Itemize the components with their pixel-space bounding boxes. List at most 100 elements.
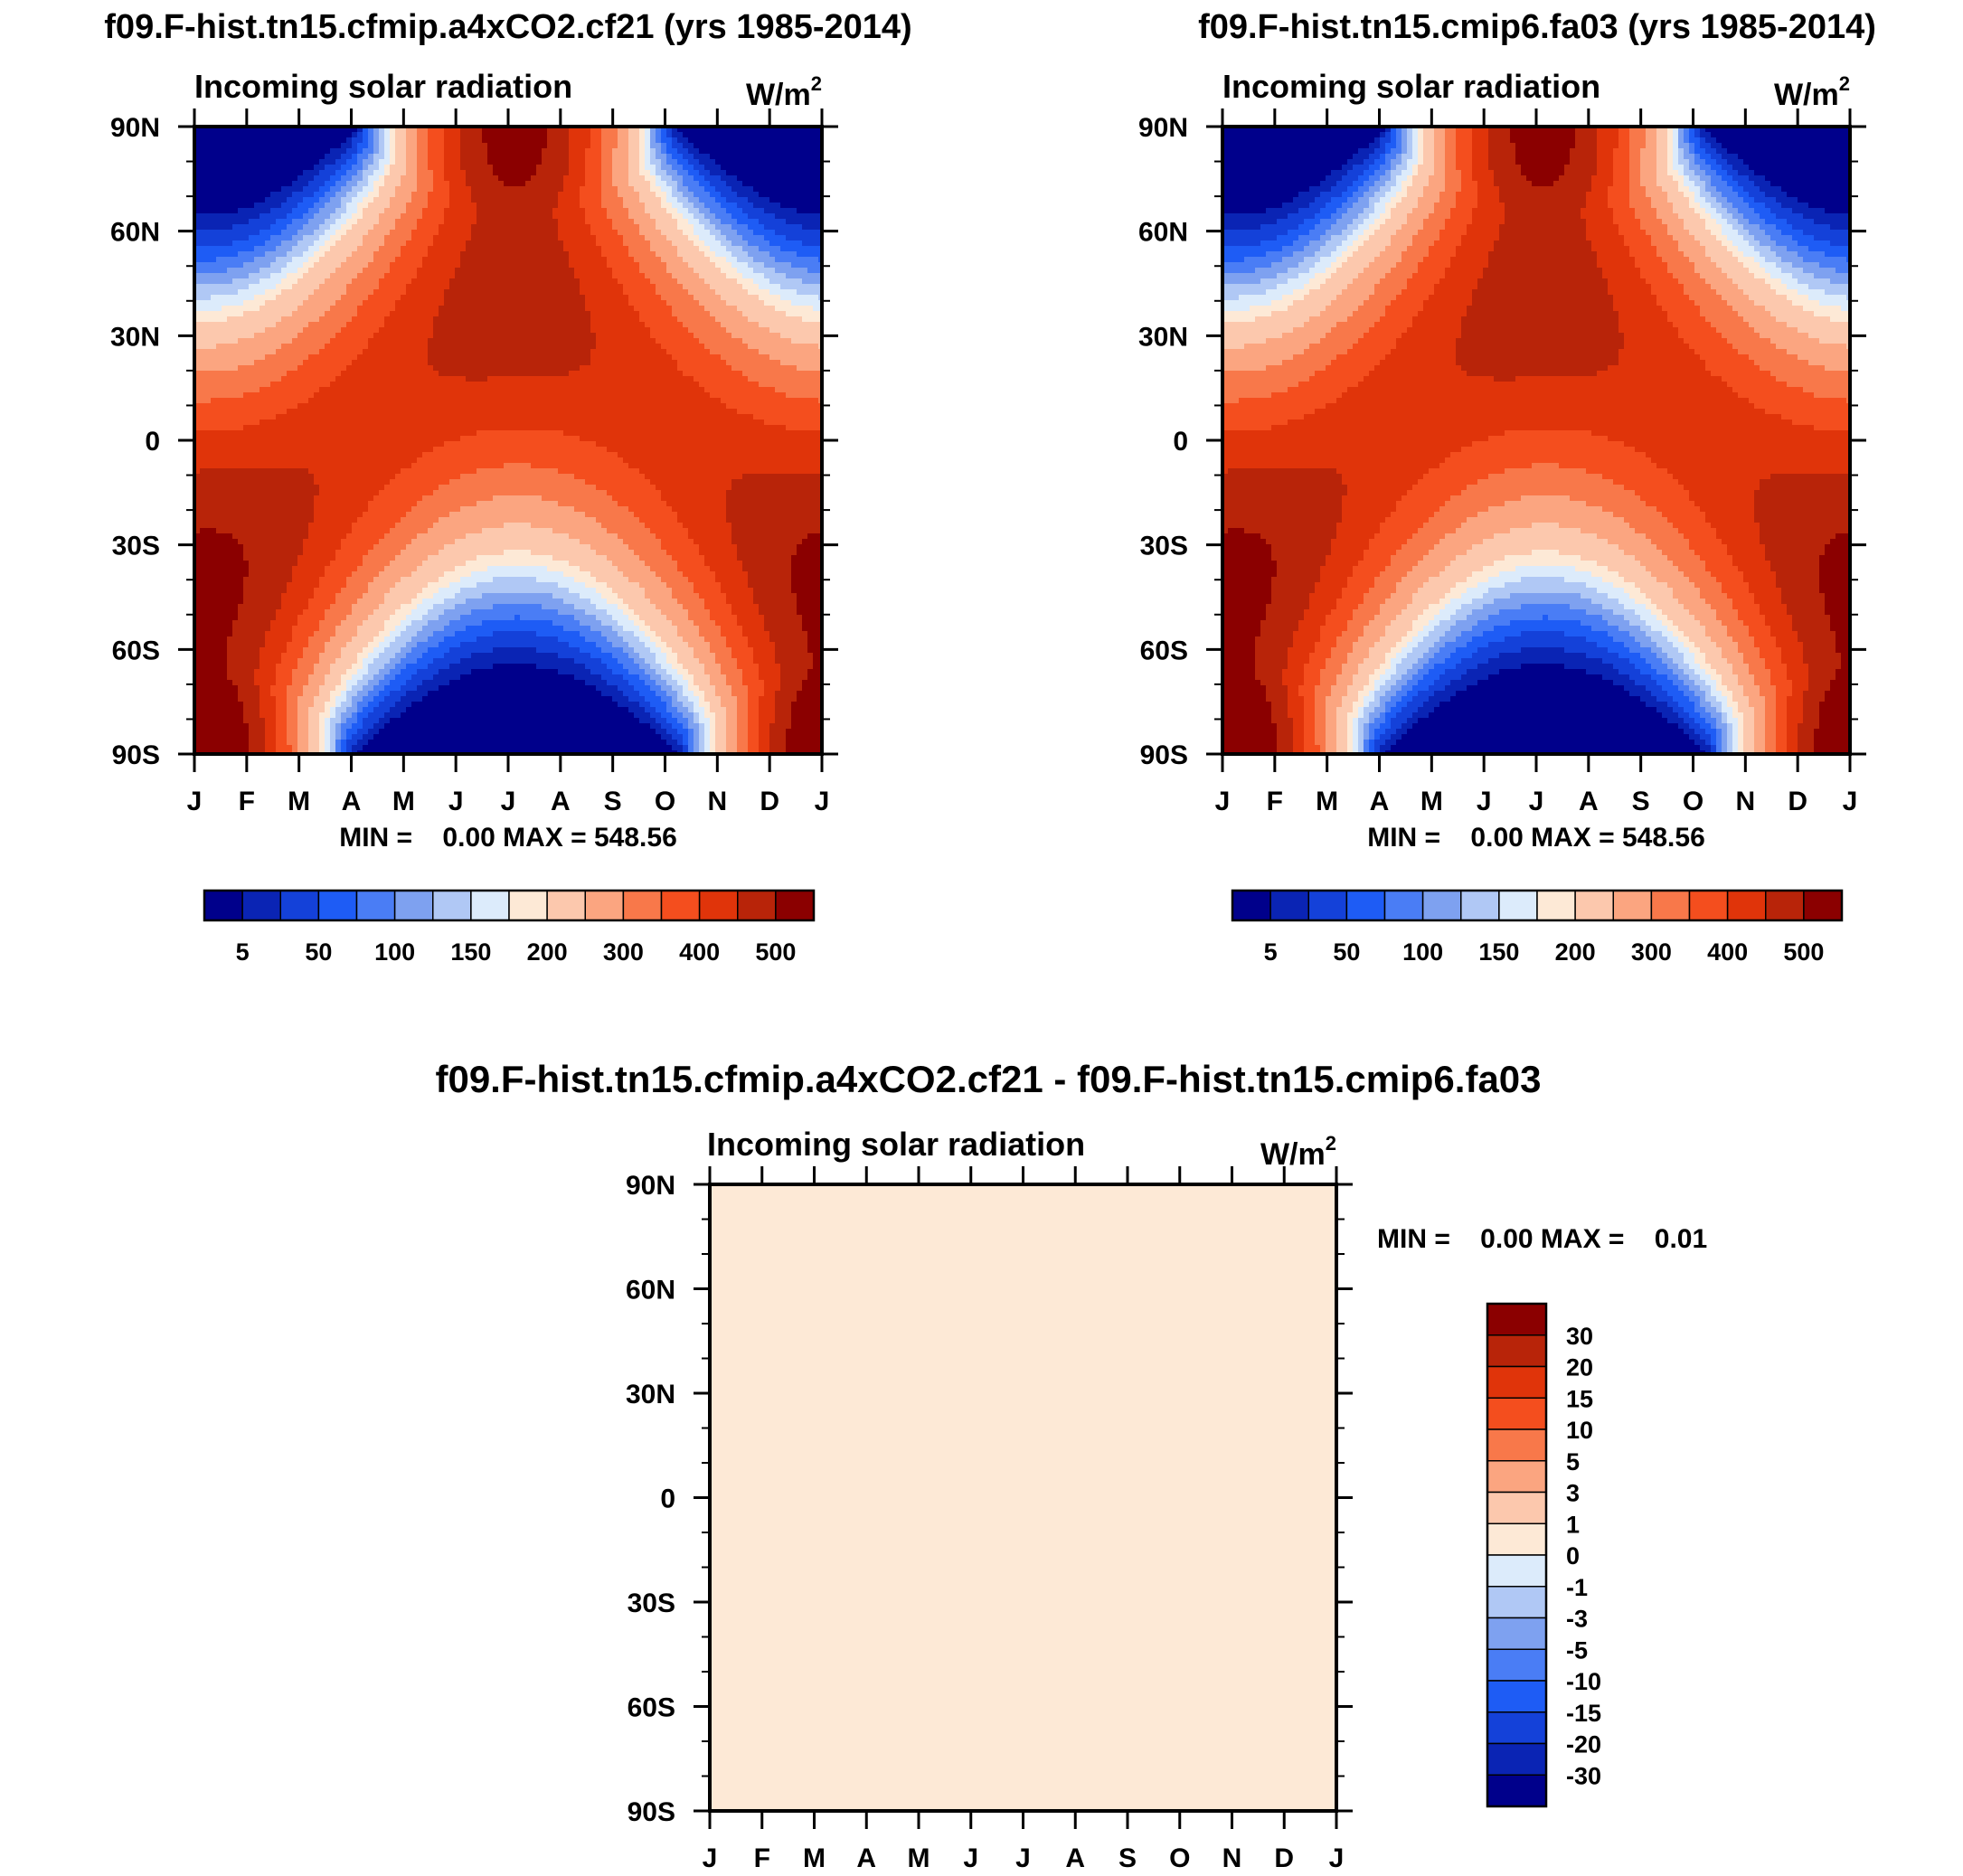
contour-cell <box>205 143 212 149</box>
contour-cell <box>276 588 282 594</box>
contour-cell <box>243 159 250 165</box>
contour-cell <box>411 631 418 637</box>
contour-cell <box>422 593 429 599</box>
contour-cell <box>243 273 250 279</box>
contour-cell <box>211 273 217 279</box>
contour-cell <box>303 539 309 545</box>
contour-cell <box>357 306 363 312</box>
contour-cell <box>254 170 260 176</box>
contour-cell <box>211 723 217 730</box>
contour-cell <box>373 631 380 637</box>
contour-cell <box>379 707 385 713</box>
contour-cell <box>314 137 320 144</box>
contour-cell <box>325 376 331 382</box>
contour-cell <box>216 354 222 361</box>
contour-cell <box>222 495 228 502</box>
contour-cell <box>308 457 315 464</box>
contour-cell <box>406 257 412 263</box>
contour-cell <box>243 403 250 410</box>
contour-cell <box>422 674 429 681</box>
contour-cell <box>417 425 423 431</box>
contour-cell <box>292 620 298 627</box>
contour-cell <box>406 425 412 431</box>
contour-cell <box>422 382 429 388</box>
contour-cell <box>227 685 233 692</box>
contour-cell <box>249 599 255 605</box>
contour-cell <box>417 262 423 269</box>
contour-cell <box>194 235 201 241</box>
contour-cell <box>314 723 320 730</box>
contour-cell <box>297 159 304 165</box>
contour-cell <box>363 517 369 523</box>
contour-cell <box>401 268 407 274</box>
contour-cell <box>346 349 353 355</box>
contour-cell <box>303 729 309 735</box>
contour-cell <box>211 235 217 241</box>
contour-cell <box>422 268 429 274</box>
contour-cell <box>379 425 385 431</box>
contour-cell <box>249 707 255 713</box>
contour-cell <box>243 338 250 344</box>
contour-cell <box>422 398 429 404</box>
contour-cell <box>357 322 363 328</box>
contour-cell <box>319 273 326 279</box>
contour-cell <box>346 517 353 523</box>
contour-cell <box>227 284 233 290</box>
contour-cell <box>205 268 212 274</box>
contour-cell <box>265 338 271 344</box>
contour-cell <box>395 246 401 252</box>
contour-cell <box>287 626 293 632</box>
contour-cell <box>194 387 201 393</box>
contour-cell <box>249 425 255 431</box>
contour-cell <box>384 447 391 453</box>
contour-cell <box>270 674 277 681</box>
contour-cell <box>325 219 331 225</box>
contour-cell <box>373 371 380 377</box>
contour-cell <box>216 517 222 523</box>
contour-cell <box>238 533 244 540</box>
contour-cell <box>308 436 315 442</box>
contour-cell <box>330 382 336 388</box>
contour-cell <box>238 550 244 556</box>
contour-cell <box>363 240 369 247</box>
contour-cell <box>303 235 309 241</box>
contour-cell <box>390 170 396 176</box>
contour-cell <box>352 517 358 523</box>
contour-cell <box>238 680 244 686</box>
contour-cell <box>422 712 429 719</box>
contour-cell <box>265 398 271 404</box>
contour-cell <box>238 137 244 144</box>
contour-cell <box>254 420 260 426</box>
contour-cell <box>373 208 380 214</box>
contour-cell <box>363 588 369 594</box>
contour-cell <box>319 718 326 724</box>
contour-cell <box>346 561 353 567</box>
contour-cell <box>205 642 212 648</box>
contour-cell <box>357 262 363 269</box>
contour-cell <box>243 203 250 209</box>
contour-cell <box>325 712 331 719</box>
contour-cell <box>417 137 423 144</box>
contour-cell <box>276 273 282 279</box>
contour-cell <box>422 284 429 290</box>
contour-cell <box>417 734 423 740</box>
contour-cell <box>227 376 233 382</box>
contour-cell <box>373 490 380 496</box>
contour-cell <box>314 230 320 236</box>
contour-cell <box>335 316 342 323</box>
contour-cell <box>276 398 282 404</box>
contour-cell <box>341 544 347 551</box>
contour-cell <box>200 295 206 301</box>
contour-cell <box>222 170 228 176</box>
contour-cell <box>227 436 233 442</box>
contour-cell <box>319 588 326 594</box>
contour-cell <box>205 262 212 269</box>
contour-cell <box>232 647 239 654</box>
contour-cell <box>319 647 326 654</box>
contour-cell <box>390 251 396 258</box>
contour-cell <box>260 376 266 382</box>
contour-cell <box>335 447 342 453</box>
contour-cell <box>281 398 288 404</box>
contour-cell <box>373 430 380 437</box>
contour-cell <box>422 165 429 171</box>
